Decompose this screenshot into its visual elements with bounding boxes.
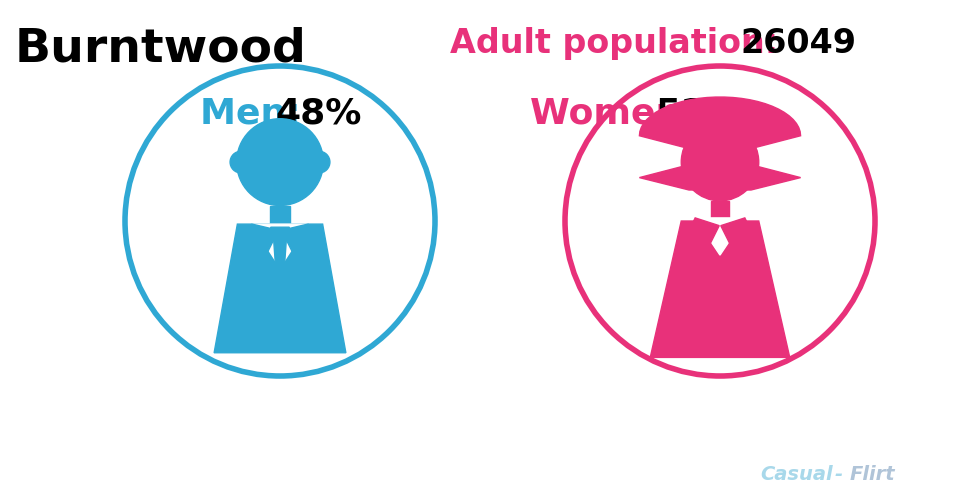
Circle shape (125, 67, 435, 376)
Circle shape (236, 119, 324, 206)
Text: Flirt: Flirt (850, 464, 896, 483)
Text: 51%: 51% (655, 97, 741, 131)
Text: 48%: 48% (275, 97, 361, 131)
Circle shape (682, 124, 758, 201)
Text: -: - (835, 464, 843, 483)
Circle shape (565, 67, 875, 376)
Polygon shape (650, 221, 790, 358)
Polygon shape (689, 218, 719, 249)
Polygon shape (721, 218, 751, 249)
Circle shape (230, 152, 252, 174)
Text: Burntwood: Burntwood (15, 27, 307, 72)
Polygon shape (252, 224, 308, 268)
Text: Women:: Women: (530, 97, 708, 131)
Circle shape (308, 152, 330, 174)
Text: Adult population:: Adult population: (450, 27, 790, 60)
Polygon shape (271, 228, 289, 237)
Text: Men:: Men: (200, 97, 313, 131)
Polygon shape (710, 201, 730, 221)
Text: 26049: 26049 (740, 27, 856, 60)
Polygon shape (241, 224, 278, 259)
Polygon shape (281, 224, 319, 259)
Polygon shape (639, 98, 801, 190)
Polygon shape (274, 237, 287, 274)
Text: Casual: Casual (760, 464, 832, 483)
Polygon shape (270, 206, 290, 224)
Polygon shape (214, 224, 346, 353)
Polygon shape (695, 218, 745, 256)
